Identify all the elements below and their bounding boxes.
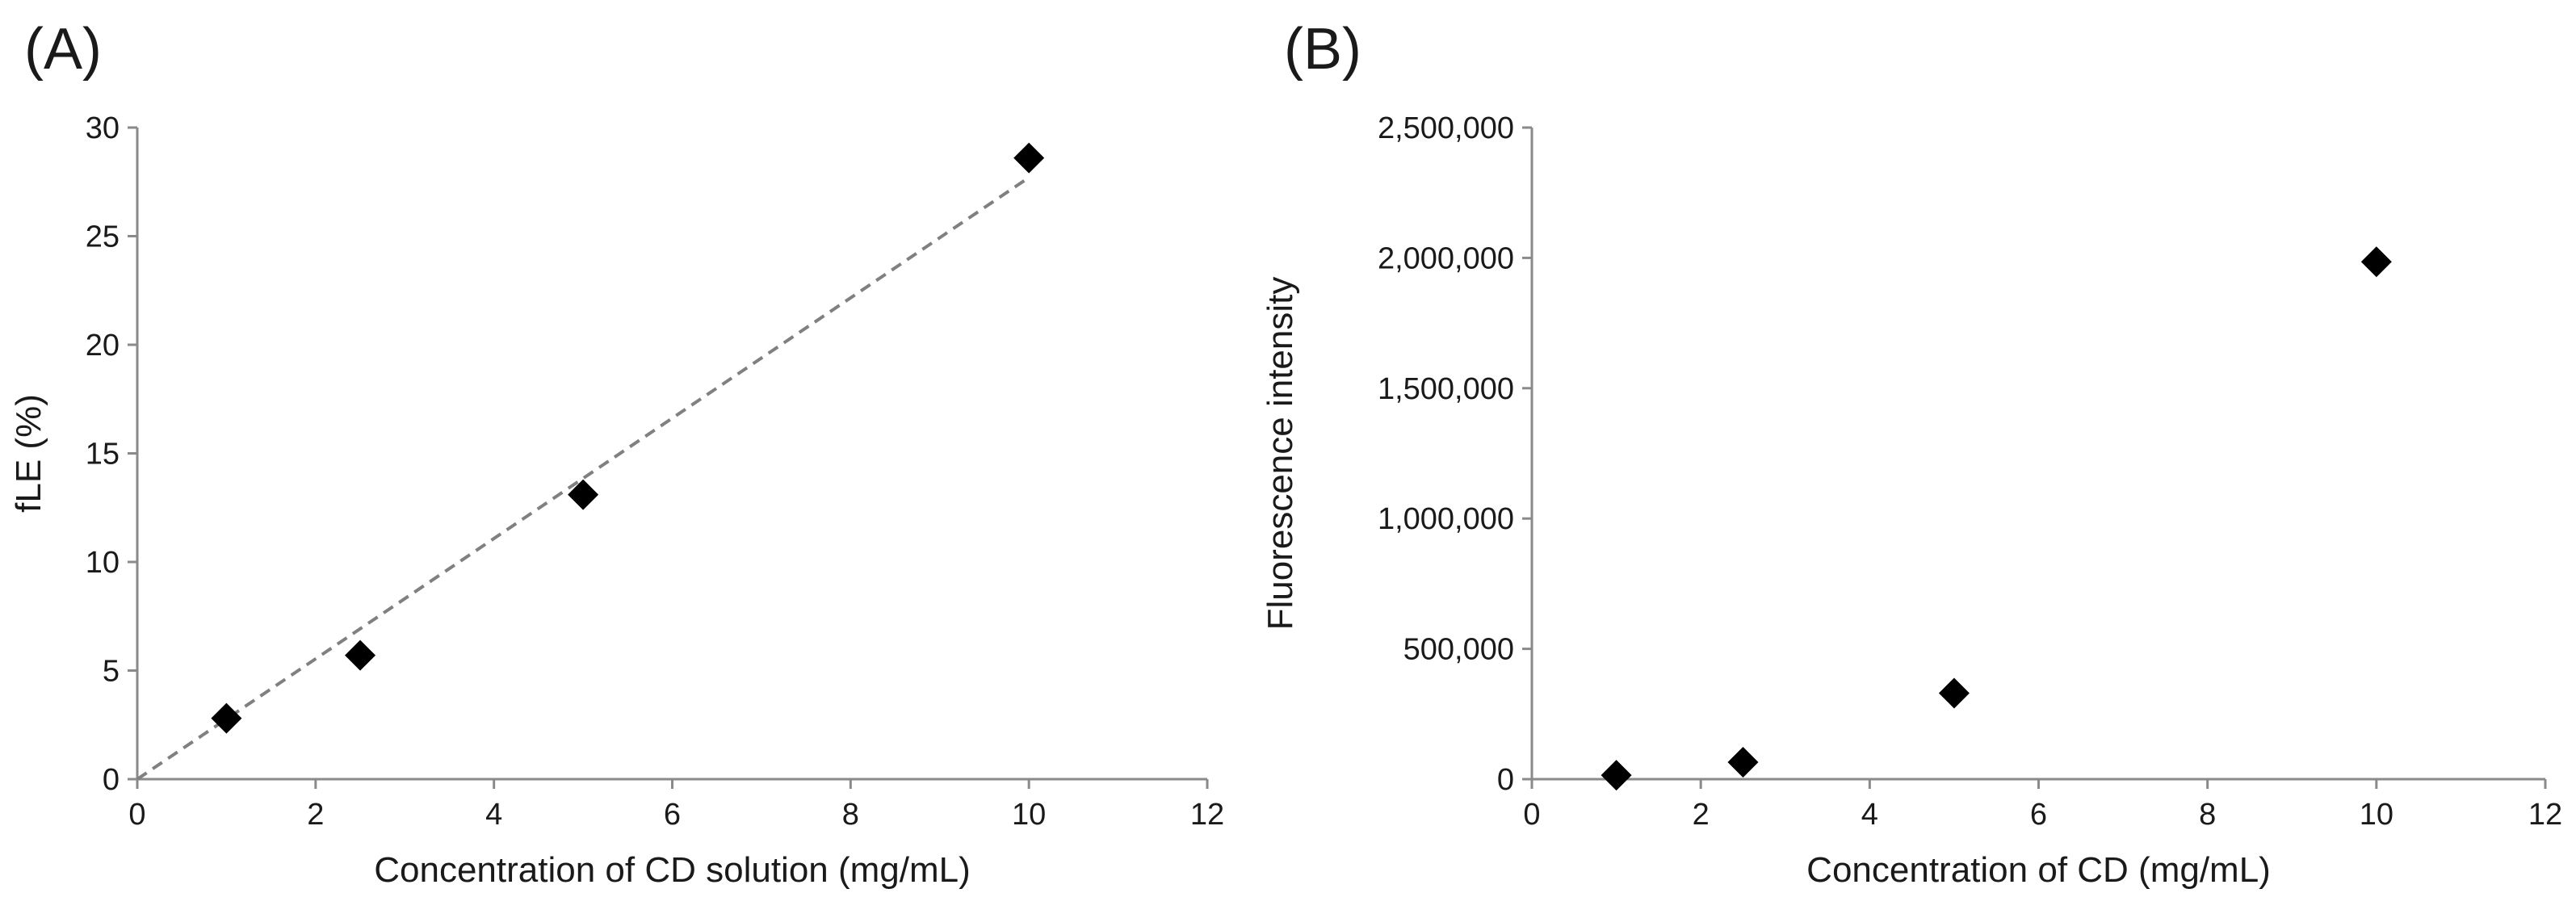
y-tick-label: 5	[103, 655, 120, 689]
data-point	[211, 702, 242, 734]
panel-label: (A)	[24, 17, 102, 82]
y-tick-label: 2,500,000	[1378, 111, 1514, 145]
chart-panel-a: (A) 0 5 10 15 20 25 30 0 2 4 6 8 10 12 Concentration of…	[9, 17, 1224, 890]
x-tick-label: 10	[2360, 798, 2393, 832]
y-tick-label: 2,000,000	[1378, 241, 1514, 275]
x-tick-label: 6	[664, 798, 681, 832]
data-point	[2360, 246, 2392, 278]
y-axis-title: fLE (%)	[9, 394, 48, 513]
data-point	[1938, 677, 1970, 709]
y-tick-label: 10	[86, 546, 120, 580]
data-point	[1727, 747, 1759, 778]
x-tick-label: 0	[1523, 798, 1540, 832]
x-tick-label: 12	[2528, 798, 2562, 832]
x-tick-label: 0	[128, 798, 145, 832]
data-point	[568, 479, 599, 510]
y-tick-label: 0	[103, 763, 120, 797]
y-tick-label: 1,000,000	[1378, 502, 1514, 536]
y-tick-label: 0	[1497, 763, 1514, 797]
y-tick-label: 1,500,000	[1378, 372, 1514, 406]
x-tick-label: 6	[2030, 798, 2047, 832]
x-tick-label: 2	[1693, 798, 1710, 832]
y-axis-title: Fluorescence intensity	[1261, 277, 1300, 631]
x-tick-label: 8	[2199, 798, 2216, 832]
y-tick-label: 25	[86, 220, 120, 254]
data-point	[345, 639, 376, 671]
x-tick-label: 4	[485, 798, 502, 832]
x-axis-title: Concentration of CD solution (mg/mL)	[374, 850, 971, 890]
x-tick-label: 8	[842, 798, 859, 832]
trendline	[136, 176, 1030, 781]
x-tick-label: 2	[307, 798, 324, 832]
chart-panel-b: (B) 0 500,000 1,000,000 1,500,000 2,000,000 2,…	[1261, 17, 2562, 890]
x-tick-label: 10	[1012, 798, 1046, 832]
data-point	[1601, 760, 1632, 791]
y-tick-label: 30	[86, 111, 120, 145]
data-point	[1013, 142, 1045, 174]
y-tick-label: 20	[86, 329, 120, 363]
x-tick-label: 12	[1190, 798, 1224, 832]
x-axis-title: Concentration of CD (mg/mL)	[1806, 850, 2271, 890]
panel-label: (B)	[1284, 17, 1361, 82]
x-tick-label: 4	[1861, 798, 1878, 832]
y-tick-label: 15	[86, 438, 120, 472]
y-tick-label: 500,000	[1403, 633, 1514, 667]
